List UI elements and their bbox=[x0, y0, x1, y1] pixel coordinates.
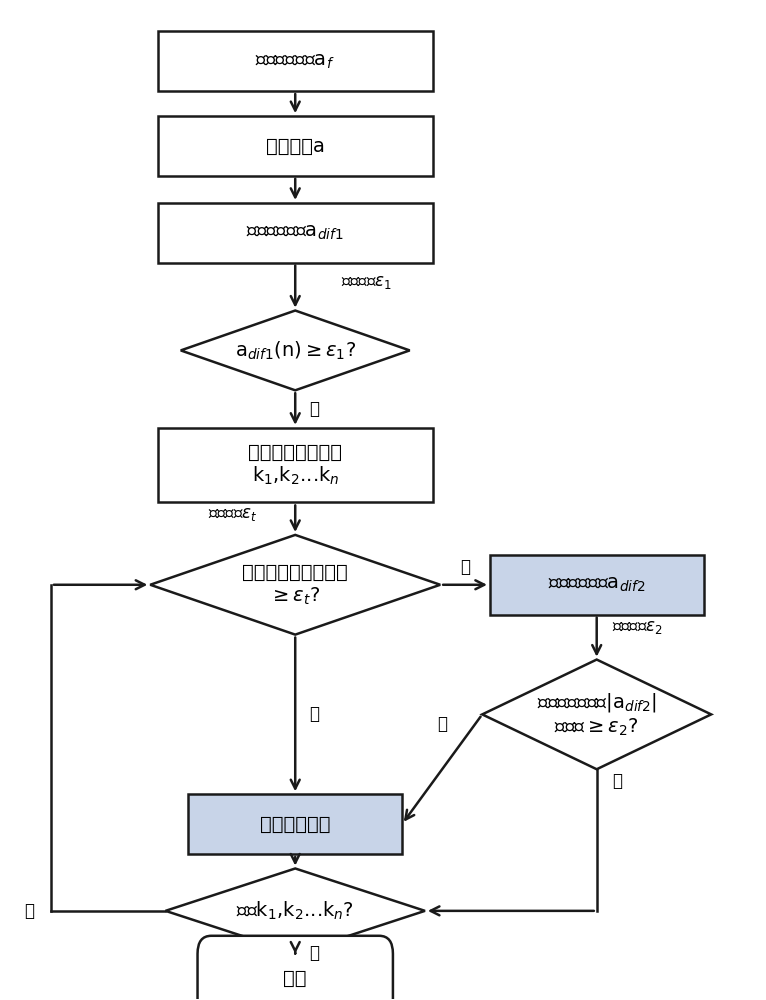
Text: 结束: 结束 bbox=[283, 969, 307, 988]
FancyBboxPatch shape bbox=[489, 555, 703, 615]
FancyBboxPatch shape bbox=[158, 116, 433, 176]
Text: 是: 是 bbox=[309, 705, 319, 723]
Text: 设定阈值$\epsilon_2$: 设定阈值$\epsilon_2$ bbox=[612, 618, 663, 636]
Text: 是: 是 bbox=[309, 400, 319, 418]
Text: 一阶差分运算a$_{dif1}$: 一阶差分运算a$_{dif1}$ bbox=[247, 223, 344, 242]
Text: 二阶差分运算a$_{dif2}$: 二阶差分运算a$_{dif2}$ bbox=[548, 575, 646, 594]
Text: 否: 否 bbox=[25, 902, 34, 920]
Text: 设定阈值$\epsilon_t$: 设定阈值$\epsilon_t$ bbox=[208, 505, 257, 523]
FancyBboxPatch shape bbox=[158, 31, 433, 91]
FancyBboxPatch shape bbox=[158, 203, 433, 263]
Text: 遍历k$_1$,k$_2$...k$_n$?: 遍历k$_1$,k$_2$...k$_n$? bbox=[236, 900, 354, 922]
Text: 否: 否 bbox=[460, 558, 470, 576]
Text: 原始测量数据a$_f$: 原始测量数据a$_f$ bbox=[255, 52, 335, 71]
Text: 是: 是 bbox=[437, 715, 447, 733]
Text: 是: 是 bbox=[309, 944, 319, 962]
Text: 合并暂态区间: 合并暂态区间 bbox=[260, 815, 330, 834]
Polygon shape bbox=[150, 535, 440, 635]
Text: 得到初步暂态区间
k$_1$,k$_2$...k$_n$: 得到初步暂态区间 k$_1$,k$_2$...k$_n$ bbox=[248, 443, 342, 487]
Text: 否: 否 bbox=[612, 772, 622, 790]
FancyBboxPatch shape bbox=[198, 936, 393, 1000]
FancyBboxPatch shape bbox=[188, 794, 402, 854]
Polygon shape bbox=[181, 311, 410, 390]
FancyBboxPatch shape bbox=[158, 428, 433, 502]
Text: 低通滤波a: 低通滤波a bbox=[266, 136, 325, 155]
Text: 相邻区间的时间间隔
$\geq$$\epsilon$$_t$?: 相邻区间的时间间隔 $\geq$$\epsilon$$_t$? bbox=[242, 563, 348, 607]
Polygon shape bbox=[165, 868, 425, 953]
Text: 设定阈值$\epsilon_1$: 设定阈值$\epsilon_1$ bbox=[341, 273, 392, 291]
Text: 相邻区间之间的|a$_{dif2}$|
平均值$\geq$$\epsilon$$_2$?: 相邻区间之间的|a$_{dif2}$| 平均值$\geq$$\epsilon$$… bbox=[537, 691, 656, 738]
Polygon shape bbox=[483, 660, 711, 769]
Text: a$_{dif1}$(n)$\geq$$\epsilon$$_1$?: a$_{dif1}$(n)$\geq$$\epsilon$$_1$? bbox=[234, 339, 355, 362]
